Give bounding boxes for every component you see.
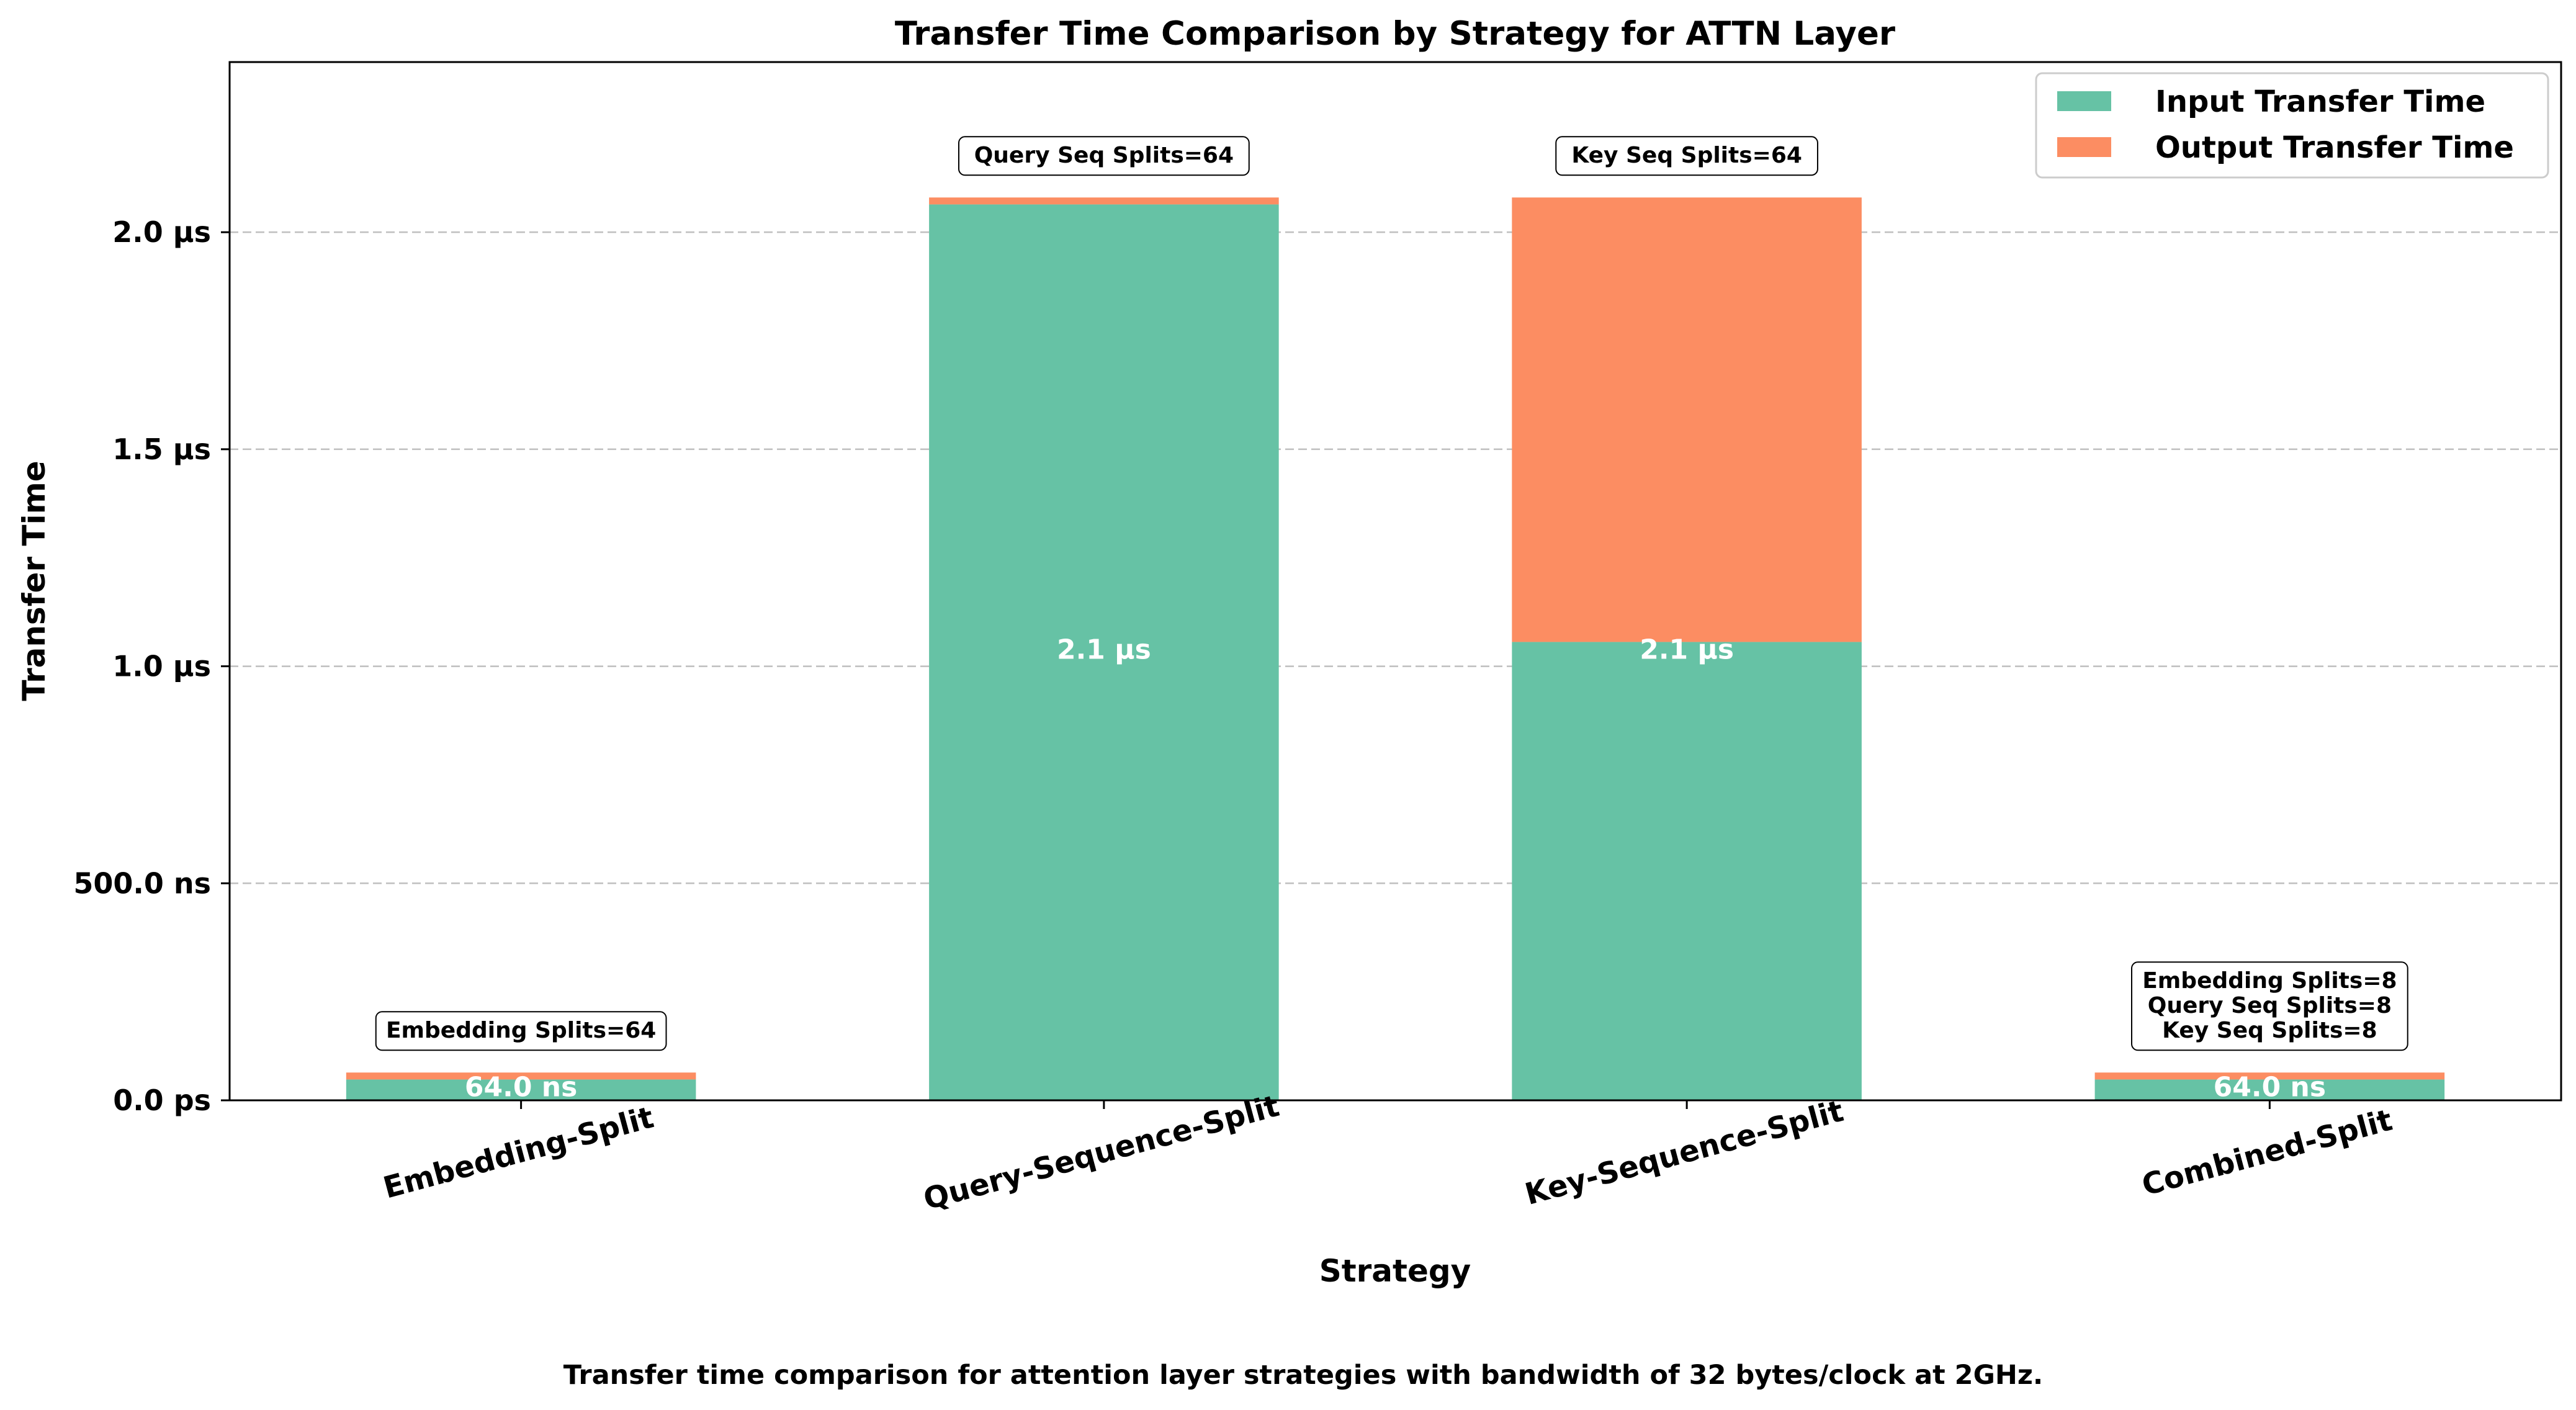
x-tick-label-4: Combined-Split: [2138, 1103, 2396, 1203]
legend-label-input: Input Transfer Time: [2155, 84, 2485, 119]
split-annotation-text-3-1: Key Seq Splits=64: [1571, 143, 1802, 168]
split-annotation-box-1: [375, 1011, 667, 1051]
bar-input-4: [2094, 1079, 2445, 1100]
y-axis-label: Transfer Time: [16, 460, 52, 701]
bar-value-label-3: 2.1 µs: [1640, 634, 1734, 666]
split-annotation-box-2: [958, 136, 1250, 176]
bar-output-2: [929, 197, 1279, 205]
split-annotation-text-4-3: Key Seq Splits=8: [2162, 1018, 2377, 1043]
bar-labels: 64.0 ns 2.1 µs 2.1 µs 64.0 ns: [465, 634, 2326, 1103]
plot-frame: [228, 61, 2562, 1102]
x-tick-label-2: Query-Sequence-Split: [920, 1089, 1283, 1217]
split-annotation-text-4-1: Embedding Splits=8: [2142, 968, 2397, 994]
split-annotation-text-4-2: Query Seq Splits=8: [2148, 993, 2392, 1018]
bar-input-1: [346, 1079, 696, 1100]
x-tick-label-3: Key-Sequence-Split: [1522, 1093, 1847, 1212]
legend-frame: [2035, 72, 2549, 179]
y-tick-label-0: 0.0 ps: [113, 1084, 211, 1117]
bar-input-3: [1512, 642, 1862, 1100]
bars: [346, 197, 2445, 1101]
bar-value-label-4: 64.0 ns: [2214, 1072, 2326, 1103]
y-tick-label-1: 500.0 ns: [73, 866, 211, 900]
split-annotation-box-4: [2131, 961, 2408, 1051]
legend: Input Transfer Time Output Transfer Time: [2035, 72, 2549, 179]
split-annotation-text-1-1: Embedding Splits=64: [386, 1018, 656, 1043]
y-tick-label-2: 1.0 µs: [112, 650, 211, 683]
chart-title: Transfer Time Comparison by Strategy for…: [895, 15, 1895, 53]
x-axis-label: Strategy: [1319, 1253, 1471, 1289]
legend-label-output: Output Transfer Time: [2155, 130, 2514, 165]
bar-value-label-1: 64.0 ns: [465, 1072, 577, 1103]
bar-value-label-2: 2.1 µs: [1057, 634, 1151, 666]
caption: Transfer time comparison for attention l…: [563, 1360, 2043, 1391]
legend-swatch-output: [2057, 137, 2111, 157]
bar-output-3: [1512, 197, 1862, 642]
legend-swatch-input: [2057, 91, 2111, 111]
grid-lines: [230, 231, 2561, 884]
split-annotation-box-3: [1555, 136, 1818, 176]
bar-output-4: [2094, 1072, 2445, 1080]
y-tick-label-3: 1.5 µs: [112, 433, 211, 466]
y-tick-label-4: 2.0 µs: [112, 215, 211, 249]
bar-output-1: [346, 1072, 696, 1080]
x-tick-label-1: Embedding-Split: [380, 1100, 657, 1206]
split-annotation-text-2-1: Query Seq Splits=64: [974, 143, 1234, 168]
split-annotations: Embedding Splits=64 Query Seq Splits=64 Ke…: [375, 136, 2408, 1051]
bar-input-2: [929, 204, 1279, 1101]
